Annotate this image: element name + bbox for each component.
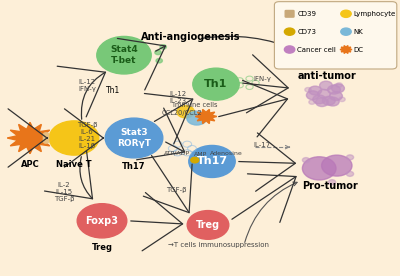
Circle shape bbox=[189, 145, 235, 177]
Circle shape bbox=[328, 85, 340, 94]
FancyArrowPatch shape bbox=[57, 66, 106, 119]
Circle shape bbox=[43, 139, 49, 143]
Circle shape bbox=[187, 111, 207, 125]
FancyArrowPatch shape bbox=[137, 108, 185, 160]
Text: Cancer cell: Cancer cell bbox=[297, 47, 336, 52]
Circle shape bbox=[326, 97, 339, 106]
Text: Th1: Th1 bbox=[106, 86, 120, 95]
FancyArrowPatch shape bbox=[44, 150, 92, 199]
Polygon shape bbox=[195, 109, 217, 124]
Text: →T cells immunosuppression: →T cells immunosuppression bbox=[168, 242, 268, 248]
Circle shape bbox=[191, 157, 199, 163]
Circle shape bbox=[284, 46, 295, 53]
Circle shape bbox=[332, 84, 344, 93]
Text: IFN-γ: IFN-γ bbox=[254, 76, 272, 82]
Text: Pro-tumor: Pro-tumor bbox=[302, 181, 358, 191]
FancyArrowPatch shape bbox=[144, 94, 193, 144]
Text: IL-12
IL-23: IL-12 IL-23 bbox=[169, 91, 186, 104]
Text: Treg: Treg bbox=[92, 243, 112, 251]
Text: Foxp3: Foxp3 bbox=[86, 216, 118, 226]
FancyBboxPatch shape bbox=[274, 2, 397, 69]
Circle shape bbox=[343, 47, 349, 51]
Circle shape bbox=[322, 155, 352, 176]
Circle shape bbox=[284, 28, 295, 35]
Circle shape bbox=[49, 121, 99, 155]
Text: Stat3
RORγT: Stat3 RORγT bbox=[117, 128, 151, 148]
Circle shape bbox=[309, 100, 315, 104]
Circle shape bbox=[328, 180, 336, 185]
Text: TGF-β: TGF-β bbox=[166, 187, 186, 193]
Text: Th17: Th17 bbox=[122, 163, 146, 171]
Circle shape bbox=[306, 91, 319, 100]
Text: CD73: CD73 bbox=[297, 29, 316, 35]
FancyArrowPatch shape bbox=[131, 193, 182, 251]
Circle shape bbox=[201, 113, 211, 120]
Text: IL-17: IL-17 bbox=[254, 142, 271, 148]
Text: CCL20/CCL2: CCL20/CCL2 bbox=[162, 110, 203, 116]
Polygon shape bbox=[340, 46, 352, 54]
Circle shape bbox=[316, 98, 328, 107]
FancyArrowPatch shape bbox=[243, 55, 288, 113]
Text: Anti-angiogenesis: Anti-angiogenesis bbox=[142, 32, 241, 42]
Circle shape bbox=[177, 106, 194, 118]
Text: Naive T: Naive T bbox=[56, 160, 92, 169]
Circle shape bbox=[339, 97, 345, 102]
Circle shape bbox=[313, 95, 326, 104]
Circle shape bbox=[97, 36, 151, 74]
Circle shape bbox=[155, 50, 161, 55]
Circle shape bbox=[187, 211, 229, 239]
Text: DC: DC bbox=[354, 47, 364, 52]
Text: Th1: Th1 bbox=[204, 79, 228, 89]
Circle shape bbox=[105, 118, 163, 158]
Text: immune cells: immune cells bbox=[173, 102, 218, 108]
Circle shape bbox=[336, 83, 342, 87]
Circle shape bbox=[160, 45, 166, 49]
Circle shape bbox=[318, 89, 330, 98]
Text: CD39: CD39 bbox=[297, 11, 316, 17]
Circle shape bbox=[320, 81, 332, 90]
Circle shape bbox=[341, 10, 351, 17]
Circle shape bbox=[305, 87, 311, 92]
FancyArrowPatch shape bbox=[219, 80, 288, 137]
Circle shape bbox=[309, 86, 322, 95]
Circle shape bbox=[302, 157, 336, 180]
Circle shape bbox=[330, 92, 342, 100]
Circle shape bbox=[17, 129, 43, 147]
Polygon shape bbox=[7, 122, 53, 154]
Text: ATP/ADP: ATP/ADP bbox=[164, 151, 190, 156]
Circle shape bbox=[346, 171, 354, 176]
Text: Th17: Th17 bbox=[196, 156, 228, 166]
Circle shape bbox=[346, 155, 354, 160]
Text: IL-12
IFN-γ: IL-12 IFN-γ bbox=[78, 79, 96, 92]
Circle shape bbox=[302, 158, 310, 163]
Text: APC: APC bbox=[21, 160, 39, 169]
FancyArrowPatch shape bbox=[232, 174, 296, 222]
FancyArrowPatch shape bbox=[239, 133, 295, 191]
Text: anti-tumor: anti-tumor bbox=[298, 71, 356, 81]
Circle shape bbox=[43, 133, 49, 137]
Text: Lymphocyte: Lymphocyte bbox=[354, 11, 396, 17]
Circle shape bbox=[322, 96, 335, 105]
Text: NK: NK bbox=[354, 29, 363, 35]
FancyArrowPatch shape bbox=[8, 109, 47, 167]
Text: IL-2
IL-15
TGF-β: IL-2 IL-15 TGF-β bbox=[54, 182, 74, 202]
FancyArrowPatch shape bbox=[64, 109, 103, 167]
Circle shape bbox=[193, 68, 239, 100]
Circle shape bbox=[43, 137, 49, 141]
Text: Treg: Treg bbox=[196, 220, 220, 230]
Text: Stat4
T-bet: Stat4 T-bet bbox=[110, 45, 138, 65]
FancyArrowPatch shape bbox=[118, 38, 166, 90]
FancyArrowPatch shape bbox=[143, 155, 192, 213]
Circle shape bbox=[156, 59, 162, 63]
Text: Adenosine: Adenosine bbox=[210, 151, 243, 156]
Circle shape bbox=[43, 135, 49, 139]
Text: TGF-β
IL-6
IL-21
IL-1β: TGF-β IL-6 IL-21 IL-1β bbox=[77, 122, 98, 149]
Text: AMP: AMP bbox=[194, 152, 208, 156]
FancyBboxPatch shape bbox=[285, 10, 294, 17]
Circle shape bbox=[77, 204, 127, 238]
Circle shape bbox=[341, 28, 351, 35]
